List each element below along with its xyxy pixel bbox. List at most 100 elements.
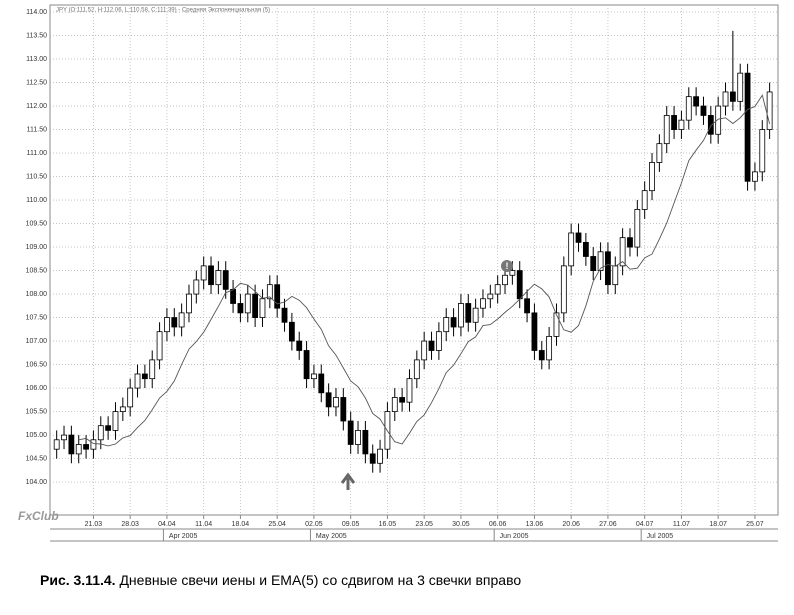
candle-body (480, 298, 486, 309)
candle-body (546, 335, 553, 361)
plot-area (49, 4, 779, 516)
entry-arrow (340, 472, 356, 490)
candle-body (186, 293, 192, 314)
x-tick-label: 11.07 (673, 521, 690, 528)
candle-body (141, 373, 148, 380)
x-tick-label: 25.04 (268, 521, 286, 528)
candle-body (752, 171, 758, 182)
y-tick-label: 105.00 (26, 432, 48, 439)
month-label: May 2005 (316, 533, 347, 540)
candle-body (678, 119, 685, 130)
y-tick-label: 104.00 (26, 479, 48, 486)
x-tick-label: 13.06 (526, 521, 544, 528)
candle-body (612, 265, 619, 286)
candle-body (671, 115, 677, 130)
x-tick-label: 11.04 (195, 521, 212, 528)
y-tick-label: 109.00 (26, 244, 48, 251)
candle-body (729, 91, 736, 102)
candle-body (200, 265, 207, 281)
candle-body (325, 392, 332, 408)
y-tick-label: 113.00 (26, 56, 47, 63)
y-tick-label: 111.50 (27, 126, 47, 133)
candle-body (266, 284, 273, 300)
candle-body (605, 251, 611, 286)
y-tick-label: 109.50 (26, 220, 48, 227)
x-tick-label: 25.07 (746, 521, 764, 528)
candle-body (399, 397, 406, 403)
x-tick-label: 28.03 (121, 521, 139, 528)
candle-body (627, 237, 633, 248)
candle-body (744, 72, 751, 182)
candle-body (538, 350, 545, 361)
candle-body (582, 241, 589, 257)
y-tick-label: 114.00 (26, 9, 47, 16)
candle-body (252, 293, 259, 318)
candle-body (487, 293, 494, 300)
candle-body (553, 312, 560, 337)
candle-body (531, 312, 538, 351)
x-tick-label: 06.06 (489, 521, 507, 528)
candle-body (105, 425, 112, 431)
candle-body (759, 129, 766, 173)
candle-body (649, 162, 655, 192)
candle-body (619, 237, 626, 267)
y-tick-label: 106.00 (26, 385, 48, 392)
candle-body (303, 350, 310, 380)
legend-header: JPY (O:111.52, H:112.06, L:110.58, C:111… (56, 8, 270, 14)
candle-body (318, 373, 325, 394)
y-tick-label: 108.50 (26, 267, 48, 274)
candle-body (406, 378, 413, 403)
y-tick-label: 111.00 (27, 150, 47, 157)
candle-body (296, 340, 303, 351)
candle-body (450, 317, 457, 328)
x-tick-label: 27.06 (599, 521, 617, 528)
x-tick-label: 21.03 (85, 521, 103, 528)
candle-body (90, 439, 97, 450)
candle-body (443, 317, 450, 333)
x-tick-label: 23.05 (415, 521, 433, 528)
candle-body (281, 307, 288, 323)
candle-body (700, 105, 707, 116)
candle-body (560, 265, 567, 314)
candle-body (333, 397, 339, 408)
candle-body (377, 448, 383, 464)
x-tick-label: 04.04 (158, 521, 176, 528)
candle-body (222, 270, 229, 290)
x-tick-label: 04.07 (636, 521, 654, 528)
month-label: Jul 2005 (647, 533, 674, 540)
x-tick-label: 18.04 (232, 521, 250, 528)
candle-body (149, 359, 156, 380)
candle-body (715, 105, 722, 135)
y-tick-label: 107.00 (26, 338, 48, 345)
candle-body (413, 359, 420, 380)
candle-body (685, 96, 692, 121)
candle-body (83, 444, 89, 450)
candle-body (590, 256, 597, 271)
candle-body (347, 420, 354, 445)
candle-body (171, 317, 178, 328)
y-tick-label: 105.50 (26, 408, 48, 415)
chart: JPY (O:111.52, H:112.06, L:110.58, C:111… (18, 4, 779, 542)
y-tick-label: 107.50 (26, 314, 48, 321)
candle-body (421, 340, 428, 361)
candle-body (156, 331, 163, 361)
candle-body (127, 387, 134, 408)
candle-body (458, 303, 464, 328)
candle-body (693, 96, 700, 107)
y-tick-label: 110.50 (26, 173, 47, 180)
candle-body (516, 270, 523, 300)
caption: Рис. 3.11.4. Дневные свечи иены и EMA(5)… (40, 572, 521, 588)
candle-body (75, 444, 82, 455)
caption-text: Дневные свечи иены и EMA(5) со сдвигом н… (119, 572, 522, 588)
y-tick-label: 108.00 (26, 291, 48, 298)
candle-body (766, 91, 773, 130)
candle-body (428, 340, 435, 351)
candle-body (597, 251, 604, 271)
x-tick-label: 09.05 (342, 521, 360, 528)
x-tick-label: 02.05 (305, 521, 323, 528)
ema-signal-marker: ! (501, 260, 513, 272)
candle-body (340, 397, 347, 422)
candle-body (68, 434, 75, 455)
candle-body (641, 190, 648, 210)
